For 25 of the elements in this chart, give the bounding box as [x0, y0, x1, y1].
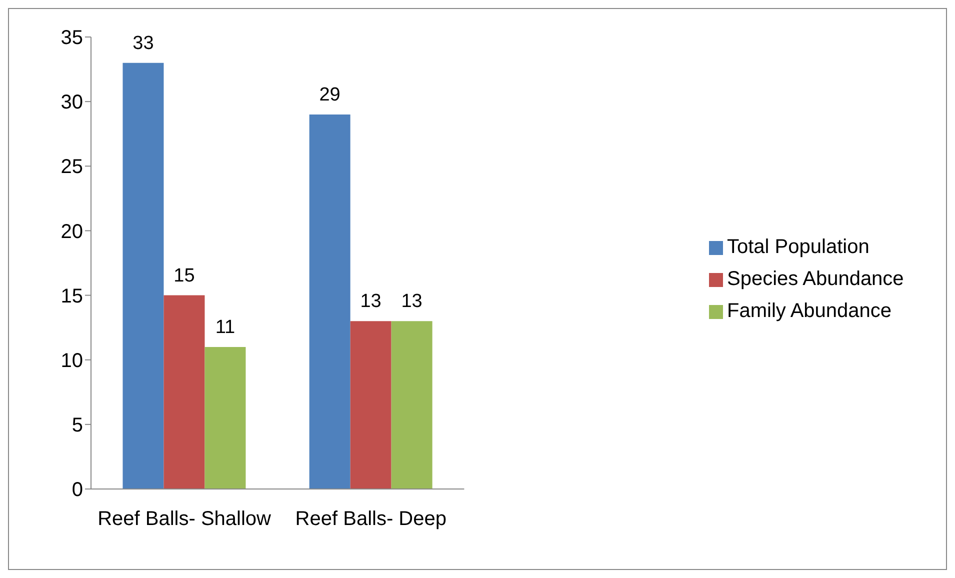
data-label: 13 [360, 291, 382, 312]
x-tick-label: Reef Balls- Shallow [98, 508, 272, 530]
y-tick-label: 10 [60, 350, 83, 372]
bar [309, 114, 350, 489]
y-tick-label: 20 [60, 220, 83, 243]
data-label: 11 [215, 316, 236, 338]
bar [204, 346, 246, 489]
y-tick-label: 0 [72, 479, 83, 502]
bar [122, 62, 164, 489]
data-label: 13 [401, 291, 422, 312]
y-tick-label: 5 [72, 414, 83, 437]
data-label: 33 [132, 32, 154, 54]
x-tick-label: Reef Balls- Deep [295, 508, 446, 530]
legend-label: Family Abundance [727, 300, 892, 322]
y-tick-label: 15 [60, 285, 83, 308]
legend-label: Total Population [727, 236, 870, 258]
data-label: 15 [174, 265, 195, 286]
bar [164, 295, 205, 489]
legend-label: Species Abundance [727, 268, 904, 290]
y-tick-label: 35 [60, 27, 83, 50]
bar [350, 321, 392, 489]
bar [391, 321, 432, 489]
y-tick-label: 30 [60, 92, 83, 114]
data-label: 29 [319, 84, 340, 106]
y-tick-label: 25 [60, 156, 83, 178]
